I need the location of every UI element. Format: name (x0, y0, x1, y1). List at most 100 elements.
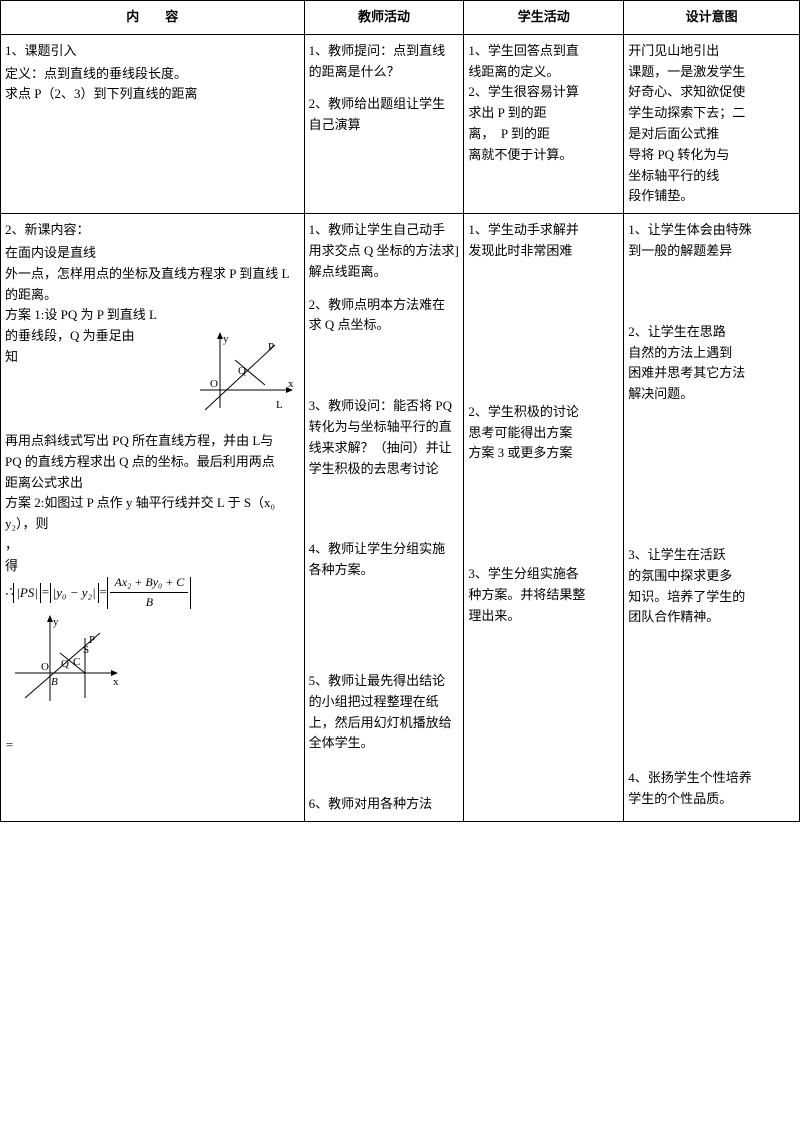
diag1-Q: Q (238, 365, 246, 377)
row2-teacher-3c: 线来求解？（抽问）并让 (309, 438, 460, 459)
diag1-L: L (276, 399, 283, 411)
row2-plan2-comma: ， (5, 535, 300, 556)
row2-teacher-2: 2、教师点明本方法难在 (309, 295, 460, 316)
diag2-x: x (113, 676, 119, 688)
row1-student-1: 1、学生回答点到直 (468, 41, 619, 62)
row2-student-1b: 发现此时非常困难 (468, 241, 619, 262)
formula-end: = (5, 735, 300, 756)
diagram-2: y x O P Q C S B (5, 613, 125, 720)
row2-teacher-3b: 转化为与坐标轴平行的直 (309, 417, 460, 438)
row2-student-3: 3、学生分组实施各 (468, 564, 619, 585)
diag1-P: P (268, 341, 274, 353)
row2-teacher-5c: 上，然后用幻灯机播放给 (309, 713, 460, 734)
row1-student-2d: 离就不便于计算。 (468, 145, 619, 166)
row2-teacher-2b: 求 Q 点坐标。 (309, 315, 460, 336)
row2-student-3c: 理出来。 (468, 606, 619, 627)
formula-prefix: ∴ (5, 582, 13, 603)
row1-design-2: 课题，一是激发学生 (628, 62, 795, 83)
row2-design-2c: 困难并思考其它方法 (628, 363, 795, 384)
row1-design-7: 坐标轴平行的线 (628, 166, 795, 187)
row2-teacher-5b: 的小组把过程整理在纸 (309, 692, 460, 713)
diag1-x: x (288, 378, 294, 390)
row2-design-3c: 知识。培养了学生的 (628, 587, 795, 608)
row1-student-2b: 求出 P 到的距 (468, 103, 619, 124)
row2-design-2d: 解决问题。 (628, 384, 795, 405)
lesson-plan-table: 内 容 教师活动 学生活动 设计意图 1、课题引入 定义：点到直线的垂线段长度。… (0, 0, 800, 822)
row2-line2: 外一点，怎样用点的坐标及直线方程求 P 到直线 L (5, 264, 300, 285)
row2-design-3b: 的氛围中探求更多 (628, 566, 795, 587)
diag2-C: C (73, 656, 80, 668)
row2-design-4: 4、张扬学生个性培养 (628, 768, 795, 789)
row2-teacher-5: 5、教师让最先得出结论 (309, 671, 460, 692)
row2-student-1: 1、学生动手求解并 (468, 220, 619, 241)
diagram-1: y x O P Q L (190, 330, 300, 427)
formula-row: ∴ |PS| = |y₀ − y₂| = Ax₂ + By₀ + C B (5, 577, 300, 724)
row2-teacher-3: 3、教师设问：能否将 PQ (309, 396, 460, 417)
diag2-P: P (89, 634, 95, 646)
row-2: 2、新课内容： 在面内设是直线 外一点，怎样用点的坐标及直线方程求 P 到直线 … (1, 214, 800, 822)
row2-student-2b: 思考可能得出方案 (468, 423, 619, 444)
diag1-y: y (223, 333, 229, 345)
formula-ps: |PS| (13, 583, 41, 603)
header-teacher: 教师活动 (304, 1, 464, 35)
row2-plan1-line2: 知 (5, 347, 190, 368)
row1-content-cell: 1、课题引入 定义：点到直线的垂线段长度。 求点 P（2、3）到下列直线的距离 (1, 34, 305, 213)
row1-design-cell: 开门见山地引出 课题，一是激发学生 好奇心、求知欲促使 学生动探索下去；二 是对… (624, 34, 800, 213)
row2-teacher-1c: 解点线距离。 (309, 262, 460, 283)
row2-design-4b: 学生的个性品质。 (628, 789, 795, 810)
row2-teacher-cell: 1、教师让学生自己动手 用求交点 Q 坐标的方法求] 解点线距离。 2、教师点明… (304, 214, 464, 822)
diag2-O: O (41, 661, 49, 673)
row1-teacher-1b: 的距离是什么？ (309, 62, 460, 83)
row2-plan2-title: 方案 2:如图过 P 点作 y 轴平行线并交 L 于 S（x₀ y₂），则 (5, 493, 300, 535)
row1-def: 定义：点到直线的垂线段长度。 (5, 64, 300, 85)
diag2-y: y (53, 616, 59, 628)
row2-title: 2、新课内容： (5, 220, 300, 241)
row1-teacher-2b: 自己演算 (309, 115, 460, 136)
diag1-O: O (210, 378, 218, 390)
row1-teacher-1: 1、教师提问：点到直线 (309, 41, 460, 62)
row2-teacher-4: 4、教师让学生分组实施 (309, 539, 460, 560)
row1-title: 1、课题引入 (5, 41, 300, 62)
row1-student-1b: 线距离的定义。 (468, 62, 619, 83)
row2-teacher-4b: 各种方案。 (309, 560, 460, 581)
row2-design-1: 1、让学生体会由特殊 (628, 220, 795, 241)
row2-teacher-5d: 全体学生。 (309, 733, 460, 754)
row2-design-1b: 到一般的解题差异 (628, 241, 795, 262)
formula-yy: |y₀ − y₂| (50, 583, 99, 603)
row2-teacher-1b: 用求交点 Q 坐标的方法求] (309, 241, 460, 262)
row2-student-3b: 种方案。并将结果整 (468, 585, 619, 606)
row2-plan1-line3: 再用点斜线式写出 PQ 所在直线方程，并由 L与 (5, 431, 300, 452)
row2-plan1-title: 方案 1:设 PQ 为 P 到直线 L (5, 305, 300, 326)
row1-design-4: 学生动探索下去；二 (628, 103, 795, 124)
row1-teacher-cell: 1、教师提问：点到直线 的距离是什么？ 2、教师给出题组让学生 自己演算 (304, 34, 464, 213)
row1-student-cell: 1、学生回答点到直 线距离的定义。 2、学生很容易计算 求出 P 到的距 离， … (464, 34, 624, 213)
row1-design-1: 开门见山地引出 (628, 41, 795, 62)
header-student: 学生活动 (464, 1, 624, 35)
row2-student-2: 2、学生积极的讨论 (468, 402, 619, 423)
row2-teacher-1: 1、教师让学生自己动手 (309, 220, 460, 241)
header-row: 内 容 教师活动 学生活动 设计意图 (1, 1, 800, 35)
row-1: 1、课题引入 定义：点到直线的垂线段长度。 求点 P（2、3）到下列直线的距离 … (1, 34, 800, 213)
formula-eq1: = (41, 582, 50, 603)
row2-design-2: 2、让学生在思路 (628, 322, 795, 343)
row2-design-cell: 1、让学生体会由特殊 到一般的解题差异 2、让学生在思路 自然的方法上遇到 困难… (624, 214, 800, 822)
row2-line1: 在面内设是直线 (5, 243, 300, 264)
row2-student-2c: 方案 3 或更多方案 (468, 443, 619, 464)
row2-plan1-line1: 的垂线段，Q 为垂足由 (5, 326, 190, 347)
formula-frac-den: B (142, 593, 157, 612)
row1-design-5: 是对后面公式推 (628, 124, 795, 145)
row2-teacher-3d: 学生积极的去思考讨论 (309, 459, 460, 480)
row1-question: 求点 P（2、3）到下列直线的距离 (5, 84, 300, 105)
row2-design-3: 3、让学生在活跃 (628, 545, 795, 566)
row1-design-8: 段作铺垫。 (628, 186, 795, 207)
row2-plan1-line4: PQ 的直线方程求出 Q 点的坐标。最后利用两点 (5, 452, 300, 473)
row1-teacher-2: 2、教师给出题组让学生 (309, 94, 460, 115)
row2-content-cell: 2、新课内容： 在面内设是直线 外一点，怎样用点的坐标及直线方程求 P 到直线 … (1, 214, 305, 822)
row2-teacher-6: 6、教师对用各种方法 (309, 794, 460, 815)
row2-student-cell: 1、学生动手求解并 发现此时非常困难 2、学生积极的讨论 思考可能得出方案 方案… (464, 214, 624, 822)
row1-design-3: 好奇心、求知欲促使 (628, 82, 795, 103)
diag2-Q: Q (61, 658, 69, 670)
header-content: 内 容 (1, 1, 305, 35)
row2-plan1-line5: 距离公式求出 (5, 473, 300, 494)
diag2-S: S (83, 644, 89, 656)
